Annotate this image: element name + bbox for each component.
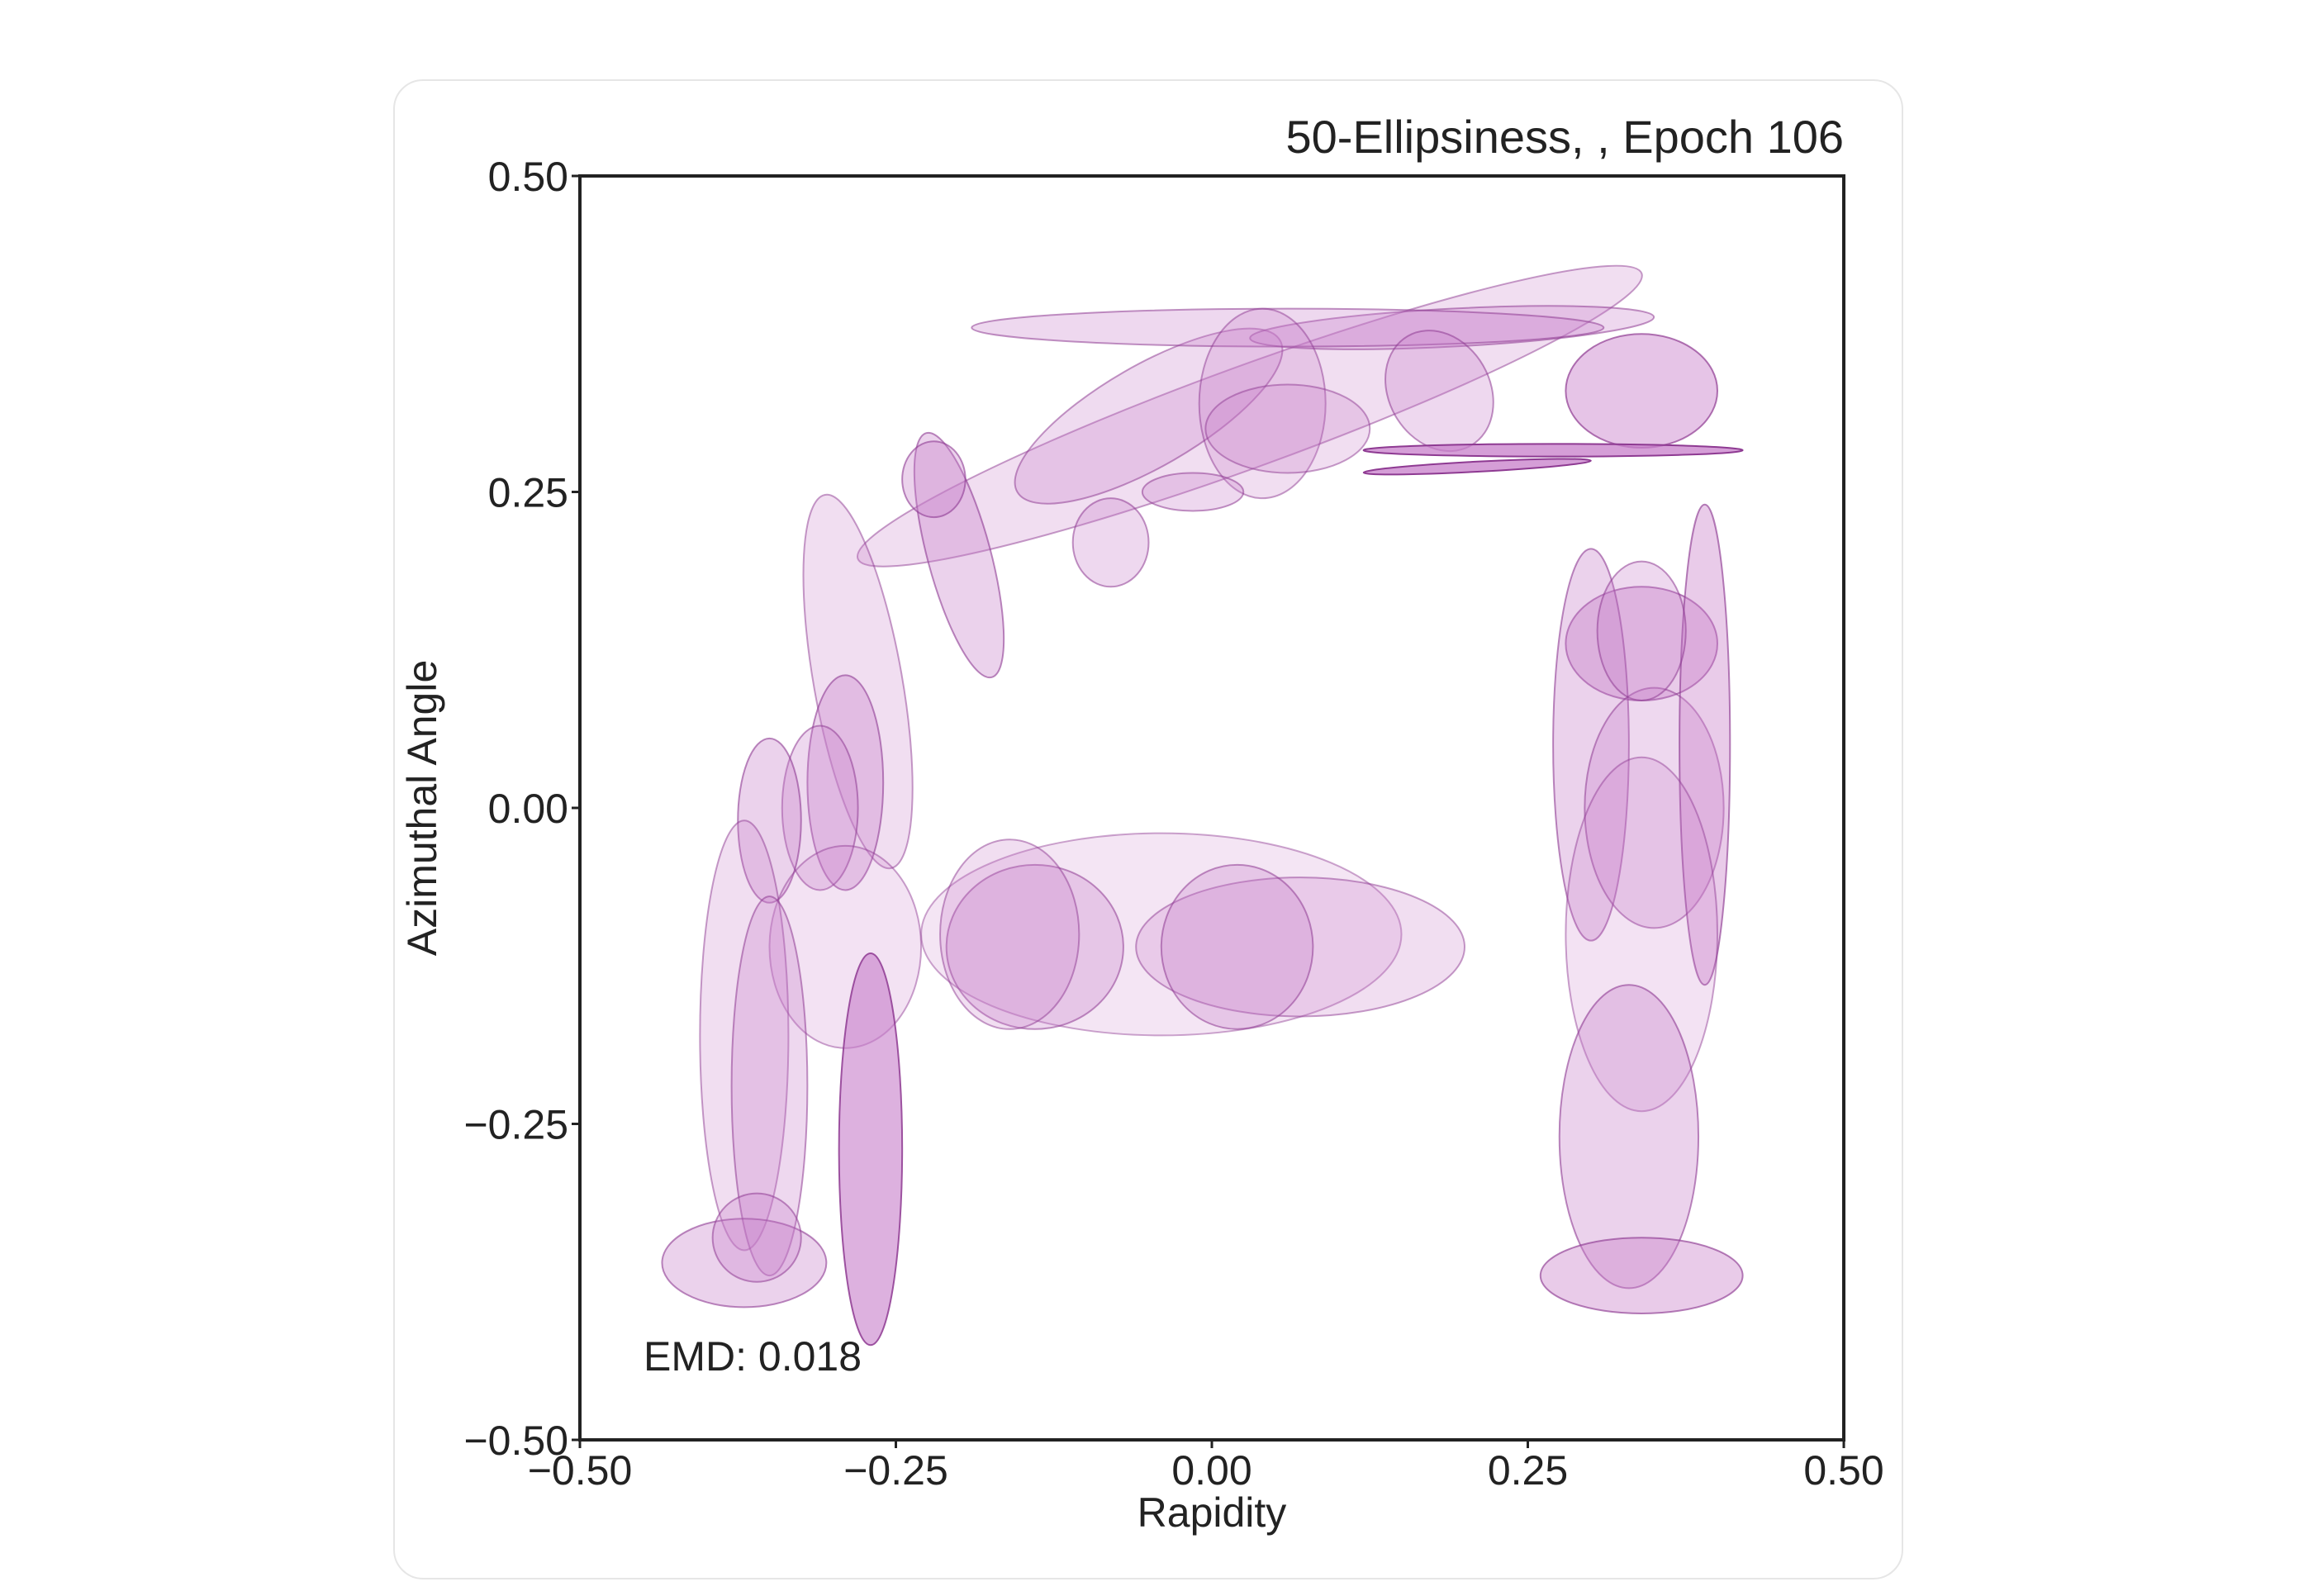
ellipse-16 <box>737 737 802 904</box>
x-axis-ticks: −0.50 −0.25 0.00 0.25 0.50 <box>528 1440 1884 1494</box>
ellipse-8 <box>1565 333 1718 449</box>
ellipse-9 <box>1141 472 1245 512</box>
y-tick-label: 0.50 <box>488 154 568 200</box>
ellipse-23 <box>920 832 1403 1037</box>
ellipse-30 <box>1584 686 1725 929</box>
ellipse-24 <box>1135 876 1465 1018</box>
ellipse-4 <box>971 307 1605 348</box>
ellipse-18 <box>699 819 790 1252</box>
ellipse-36 <box>1362 443 1744 458</box>
ellipse-14 <box>806 674 885 891</box>
ellipse-21 <box>711 1192 802 1283</box>
emd-annotation: EMD: 0.018 <box>644 1333 862 1380</box>
x-tick-label: −0.50 <box>528 1447 633 1494</box>
ellipse-1 <box>856 264 1643 568</box>
ellipse-35 <box>1596 560 1687 701</box>
x-tick-label: 0.25 <box>1488 1447 1568 1494</box>
ellipse-15 <box>781 724 859 891</box>
ellipse-27 <box>939 838 1081 1030</box>
x-tick-label: −0.25 <box>843 1447 948 1494</box>
ellipse-22 <box>838 952 904 1347</box>
x-tick-label: 0.50 <box>1803 1447 1883 1494</box>
ellipse-29 <box>1552 548 1630 942</box>
y-tick-label: −0.50 <box>463 1418 568 1464</box>
y-tick-label: 0.25 <box>488 470 568 516</box>
y-axis-label: Azimuthal Angle <box>399 660 445 957</box>
ellipse-33 <box>1558 984 1700 1290</box>
ellipse-6 <box>1204 383 1371 474</box>
ellipse-5 <box>1198 307 1327 500</box>
ellipse-37 <box>1362 458 1592 476</box>
chart-card: 50-Ellipsiness, , Epoch 106 EMD: 0.018 −… <box>393 79 1903 1579</box>
ellipse-20 <box>661 1218 828 1309</box>
ellipse-12 <box>901 440 967 519</box>
ellipse-10 <box>1071 497 1150 588</box>
ellipse-25 <box>1160 863 1314 1030</box>
ellipse-19 <box>730 895 809 1277</box>
ellipse-chart: 50-Ellipsiness, , Epoch 106 EMD: 0.018 −… <box>399 111 1884 1536</box>
y-axis-ticks: −0.50 −0.25 0.00 0.25 0.50 <box>463 154 580 1464</box>
x-tick-label: 0.00 <box>1171 1447 1251 1494</box>
ellipse-32 <box>1565 756 1718 1113</box>
ellipse-11 <box>913 431 1005 679</box>
y-tick-label: −0.25 <box>463 1102 568 1148</box>
ellipse-31 <box>1679 503 1731 986</box>
y-tick-label: 0.00 <box>488 786 568 832</box>
ellipse-26 <box>945 863 1124 1030</box>
chart-title: 50-Ellipsiness, , Epoch 106 <box>1286 111 1845 163</box>
ellipse-layer <box>661 264 1744 1347</box>
ellipse-2 <box>1014 327 1284 505</box>
x-axis-label: Rapidity <box>1138 1489 1287 1536</box>
ellipse-34 <box>1539 1237 1744 1314</box>
